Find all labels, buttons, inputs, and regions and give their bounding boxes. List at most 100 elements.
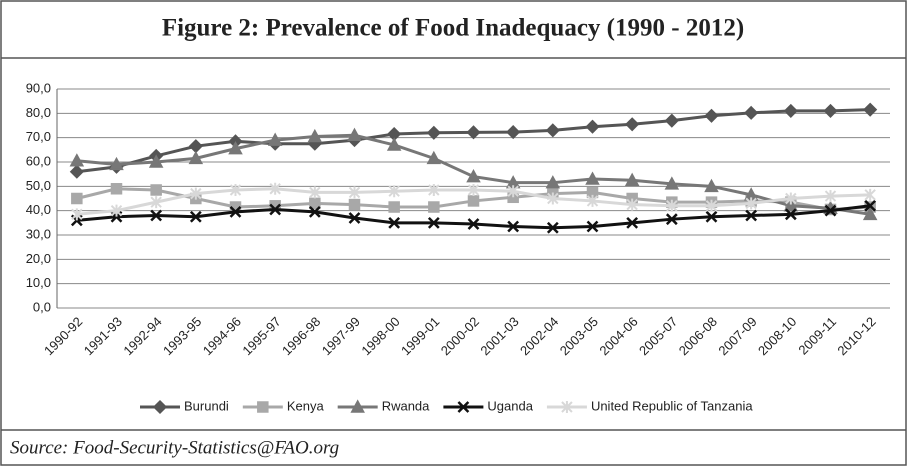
legend-label: United Republic of Tanzania bbox=[591, 398, 753, 413]
y-tick-label: 40,0 bbox=[26, 202, 51, 217]
legend-label: Kenya bbox=[287, 398, 325, 413]
marker bbox=[71, 208, 83, 221]
marker bbox=[664, 176, 680, 190]
marker bbox=[428, 183, 440, 196]
marker bbox=[864, 199, 877, 212]
marker bbox=[784, 208, 797, 221]
marker bbox=[546, 221, 559, 234]
marker bbox=[624, 172, 640, 186]
marker bbox=[110, 204, 123, 217]
marker bbox=[229, 205, 242, 218]
marker bbox=[427, 216, 440, 229]
y-tick-label: 90,0 bbox=[26, 80, 51, 95]
legend-label: Rwanda bbox=[382, 398, 430, 413]
marker bbox=[586, 194, 599, 207]
marker bbox=[228, 141, 243, 155]
marker bbox=[507, 220, 520, 233]
marker bbox=[150, 184, 162, 196]
marker bbox=[350, 399, 365, 413]
marker bbox=[109, 156, 124, 171]
marker bbox=[705, 199, 718, 212]
marker bbox=[704, 178, 719, 193]
marker bbox=[426, 125, 441, 140]
marker bbox=[189, 210, 202, 223]
marker bbox=[665, 213, 678, 226]
marker bbox=[863, 102, 878, 117]
y-tick-label: 20,0 bbox=[26, 251, 51, 266]
marker bbox=[467, 183, 480, 196]
marker bbox=[388, 201, 400, 213]
y-tick-label: 80,0 bbox=[26, 105, 51, 120]
marker bbox=[152, 399, 168, 415]
marker bbox=[585, 171, 600, 185]
marker bbox=[506, 125, 521, 140]
marker bbox=[467, 195, 480, 207]
marker bbox=[745, 209, 758, 222]
marker bbox=[428, 201, 440, 213]
marker bbox=[626, 216, 639, 229]
marker bbox=[862, 206, 878, 221]
chart-title: Figure 2: Prevalence of Food Inadequacy … bbox=[162, 15, 744, 42]
marker bbox=[348, 186, 361, 199]
marker bbox=[309, 186, 321, 199]
y-tick-label: 10,0 bbox=[26, 275, 51, 290]
marker bbox=[348, 198, 361, 211]
legend-label: Burundi bbox=[184, 398, 229, 413]
marker bbox=[267, 132, 283, 146]
marker bbox=[148, 154, 164, 168]
marker bbox=[257, 401, 269, 413]
marker bbox=[545, 123, 560, 138]
y-tick-label: 60,0 bbox=[26, 153, 51, 168]
marker bbox=[783, 103, 798, 118]
marker bbox=[783, 198, 799, 212]
marker bbox=[785, 192, 797, 205]
marker bbox=[388, 185, 400, 198]
marker bbox=[269, 182, 281, 195]
y-tick-label: 0,0 bbox=[33, 299, 51, 314]
marker bbox=[426, 150, 442, 165]
marker bbox=[150, 209, 163, 222]
marker bbox=[69, 164, 84, 179]
marker bbox=[269, 203, 282, 216]
marker bbox=[745, 197, 757, 210]
marker bbox=[545, 175, 561, 189]
marker bbox=[704, 108, 719, 123]
marker bbox=[71, 192, 83, 205]
marker bbox=[664, 113, 679, 128]
marker bbox=[110, 183, 123, 195]
y-tick-label: 30,0 bbox=[26, 226, 51, 241]
marker bbox=[150, 196, 162, 209]
marker bbox=[307, 128, 323, 143]
marker bbox=[466, 169, 481, 183]
y-tick-label: 50,0 bbox=[26, 178, 51, 193]
marker bbox=[744, 105, 759, 120]
marker bbox=[705, 210, 718, 223]
marker bbox=[823, 103, 838, 118]
marker bbox=[625, 117, 640, 132]
marker bbox=[347, 127, 362, 141]
marker bbox=[388, 216, 401, 229]
marker bbox=[585, 119, 600, 134]
marker bbox=[386, 137, 402, 151]
marker bbox=[864, 188, 876, 201]
source: Source: Food-Security-Statistics@FAO.org bbox=[10, 437, 339, 458]
marker bbox=[188, 150, 204, 165]
marker bbox=[507, 185, 519, 198]
marker bbox=[666, 199, 678, 212]
marker bbox=[561, 401, 573, 413]
marker bbox=[348, 212, 361, 224]
legend-label: Uganda bbox=[487, 398, 533, 413]
marker bbox=[467, 218, 480, 230]
marker bbox=[69, 153, 85, 167]
marker bbox=[190, 187, 202, 200]
marker bbox=[824, 204, 837, 217]
marker bbox=[466, 125, 481, 140]
marker bbox=[547, 192, 559, 205]
marker bbox=[308, 205, 321, 218]
marker bbox=[626, 198, 638, 211]
marker bbox=[457, 401, 470, 413]
marker bbox=[586, 220, 599, 233]
marker bbox=[229, 183, 242, 196]
